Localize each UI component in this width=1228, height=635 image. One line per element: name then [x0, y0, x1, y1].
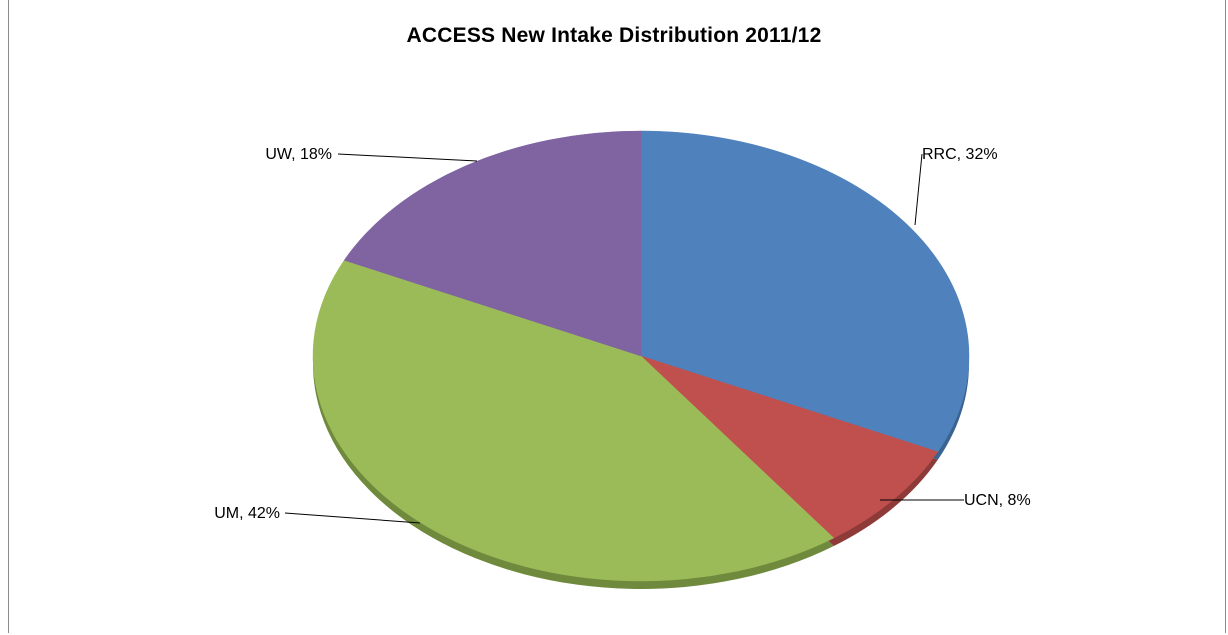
data-labels: RRC, 32% UCN, 8% UM, 42% UW, 18%: [214, 146, 1030, 522]
leader-line-uw: [337, 153, 478, 162]
data-label-ucn: UCN, 8%: [964, 492, 1031, 509]
leader-lines: [284, 153, 964, 524]
pie-slice-uw: [343, 130, 642, 357]
data-label-rrc: RRC, 32%: [922, 146, 998, 163]
pie-top-layer: [312, 130, 970, 582]
pie-slice-um: [312, 259, 835, 582]
chart-title: ACCESS New Intake Distribution 2011/12: [406, 24, 822, 47]
data-label-um: UM, 42%: [214, 505, 280, 522]
pie-slice-rrc: [640, 130, 970, 453]
pie-slice-ucn: [640, 355, 939, 539]
leader-line-rrc: [914, 153, 923, 226]
leader-line-um: [284, 512, 421, 524]
data-label-uw: UW, 18%: [265, 146, 332, 163]
